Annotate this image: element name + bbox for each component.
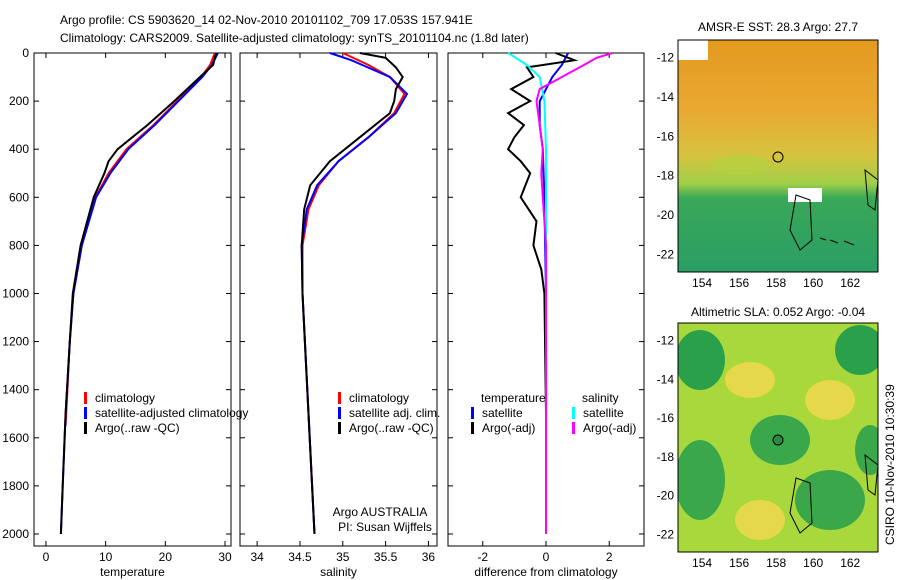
x-tick-label: 20 [159,550,173,564]
map-y-tick-label: -22 [657,528,675,542]
legend-label: climatology [95,391,155,405]
legend-label: satellite [583,406,624,420]
temperature-axes [33,52,232,547]
map-x-tick-label: 160 [803,556,823,570]
sst-argo-marker [772,151,784,163]
legend-swatch [338,422,341,434]
x-tick-label: 36 [422,550,436,564]
map-y-tick-label: -16 [657,411,675,425]
y-tick-label: 600 [9,190,29,204]
y-tick-label: 1000 [2,286,29,300]
annotation-line1: Argo AUSTRALIA [333,505,428,519]
sla-map-title: Altimetric SLA: 0.052 Argo: -0.04 [691,305,865,319]
y-tick-label: 1800 [2,479,29,493]
series-satellite-adjusted-climatology [59,52,219,535]
legend-swatch [471,407,474,419]
map-x-tick-label: 162 [840,276,860,290]
footer-timestamp: CSIRO 10-Nov-2010 10:30:39 [883,384,897,545]
map-x-tick-label: 160 [803,276,823,290]
series-satellite-adj-clim- [300,52,409,535]
series-temperature-argo-adj- [506,52,579,534]
y-tick-label: 2000 [2,527,29,541]
x-tick-label: 10 [99,550,113,564]
sla-map-frame [677,322,879,553]
salinity-axes [239,52,438,547]
y-tick-label: 200 [9,94,29,108]
x-tick-label: 2 [606,550,613,564]
legend-swatch [572,407,575,419]
map-x-tick-label: 154 [692,276,712,290]
map-y-tick-label: -14 [657,372,675,386]
difference-xlabel: difference from climatology [474,565,617,579]
y-tick-label: 400 [9,142,29,156]
sla-map-image [678,323,878,552]
x-tick-label: 35 [336,550,350,564]
map-x-tick-label: 158 [766,556,786,570]
temperature-xlabel: temperature [100,565,165,579]
series-climatology [64,52,216,426]
x-tick-label: 0 [43,550,50,564]
legend-swatch [572,422,575,434]
legend-swatch [84,407,87,419]
legend-label: Argo(-adj) [482,421,535,435]
salinity-xlabel: salinity [320,565,357,579]
legend-label: satellite adj. clim. [349,406,440,420]
sst-map-image [678,40,878,272]
map-x-tick-label: 162 [840,556,860,570]
legend-label: Argo(..raw -QC) [349,421,434,435]
legend-swatch [338,407,341,419]
sst-map-title: AMSR-E SST: 28.3 Argo: 27.7 [698,20,858,34]
y-tick-label: 800 [9,238,29,252]
legend-label: Argo(..raw -QC) [95,421,180,435]
y-tick-label: 1600 [2,431,29,445]
map-x-tick-label: 156 [729,556,749,570]
y-tick-label: 0 [22,46,29,60]
map-y-tick-label: -20 [657,489,675,503]
map-y-tick-label: -12 [657,333,675,347]
annotation-line2: PI: Susan Wijffels [338,520,432,534]
map-x-tick-label: 158 [766,276,786,290]
y-tick-label: 1400 [2,383,29,397]
x-tick-label: 30 [218,550,232,564]
map-x-tick-label: 156 [729,276,749,290]
map-y-tick-label: -12 [657,51,675,65]
map-y-tick-label: -18 [657,169,675,183]
x-tick-label: 35.5 [374,550,398,564]
legend-label: Argo(-adj) [583,421,636,435]
x-tick-label: 34.5 [288,550,312,564]
x-tick-label: -2 [477,550,488,564]
legend-label: satellite [482,406,523,420]
series-argo-raw-qc- [59,52,218,535]
series-argo-raw-qc- [300,52,404,535]
sst-map-frame [677,39,879,273]
title-line2: Climatology: CARS2009. Satellite-adjuste… [60,31,529,45]
legend-swatch [84,392,87,404]
map-y-tick-label: -22 [657,247,675,261]
map-x-tick-label: 154 [692,556,712,570]
legend-swatch [471,422,474,434]
legend-header-salinity: salinity [582,391,619,405]
series-climatology [301,52,406,535]
x-tick-label: 34 [250,550,264,564]
title-line1: Argo profile: CS 5903620_14 02-Nov-2010 … [60,13,473,27]
legend-label: satellite-adjusted climatology [95,406,248,420]
x-tick-label: 0 [543,550,550,564]
sla-argo-marker [772,434,784,446]
legend-swatch [338,392,341,404]
legend-label: climatology [349,391,409,405]
map-y-tick-label: -16 [657,129,675,143]
legend-header-temperature: temperature [481,391,546,405]
series-salinity-argo-adj- [535,52,613,534]
map-y-tick-label: -18 [657,450,675,464]
legend-swatch [84,422,87,434]
map-y-tick-label: -20 [657,208,675,222]
y-tick-label: 1200 [2,335,29,349]
map-y-tick-label: -14 [657,90,675,104]
